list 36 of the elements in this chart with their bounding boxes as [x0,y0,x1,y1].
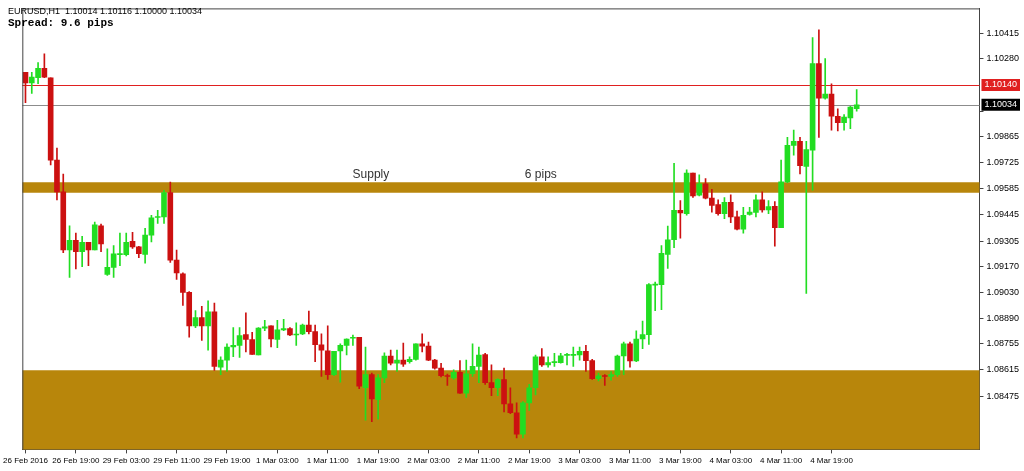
y-tick-label: 1.08615 [986,364,1020,375]
y-tick-label: 1.09865 [986,130,1020,141]
x-tick-label: 26 Feb 19:00 [52,456,100,466]
x-tick-label: 4 Mar 03:00 [709,456,753,466]
y-tick-label: 1.09585 [986,183,1020,194]
y-tick-label: 1.09030 [986,286,1020,297]
x-tick-label: 2 Mar 19:00 [507,456,552,466]
x-tick-label: 3 Mar 19:00 [659,456,703,466]
y-tick-label: 1.10415 [986,28,1020,39]
x-tick-label: 1 Mar 19:00 [356,456,400,466]
x-tick-label: 2 Mar 03:00 [407,456,451,466]
chart-title: EURUSD,H1 1.10014 1.10116 1.10000 1.10034 [8,6,202,16]
text: Spread: 9.6 pips [8,17,114,29]
y-tick-label: 1.09170 [986,260,1020,271]
x-tick-label: 29 Feb 19:00 [203,456,252,466]
x-tick-label: 29 Feb 03:00 [102,456,151,466]
x-tick-label: 1 Mar 03:00 [256,456,300,466]
x-tick-label: 3 Mar 11:00 [608,456,652,466]
ref-line-label: 1.10140 [984,79,1018,90]
y-tick-label: 1.09725 [986,157,1020,168]
x-tick-label: 26 Feb 2016 [3,456,49,466]
x-tick-label: 3 Mar 03:00 [558,456,602,466]
x-tick-label: 1 Mar 11:00 [306,456,350,466]
y-tick-label: 1.09445 [986,209,1020,220]
x-tick-label: 4 Mar 11:00 [760,456,803,466]
y-tick-label: 1.09305 [986,235,1020,246]
y-tick-label: 1.10280 [986,53,1020,64]
x-tick-label: 2 Mar 11:00 [457,456,501,466]
band-label: Supply [352,167,390,182]
y-tick-label: 1.08475 [986,390,1020,401]
y-tick-label: 1.08890 [986,313,1020,324]
annotation: 6 pips [524,167,557,182]
y-tick-label: 1.08755 [986,338,1020,349]
x-tick-label: 4 Mar 19:00 [810,456,854,466]
ref-line-label: 1.10034 [984,99,1018,110]
x-tick-label: 29 Feb 11:00 [153,456,201,466]
